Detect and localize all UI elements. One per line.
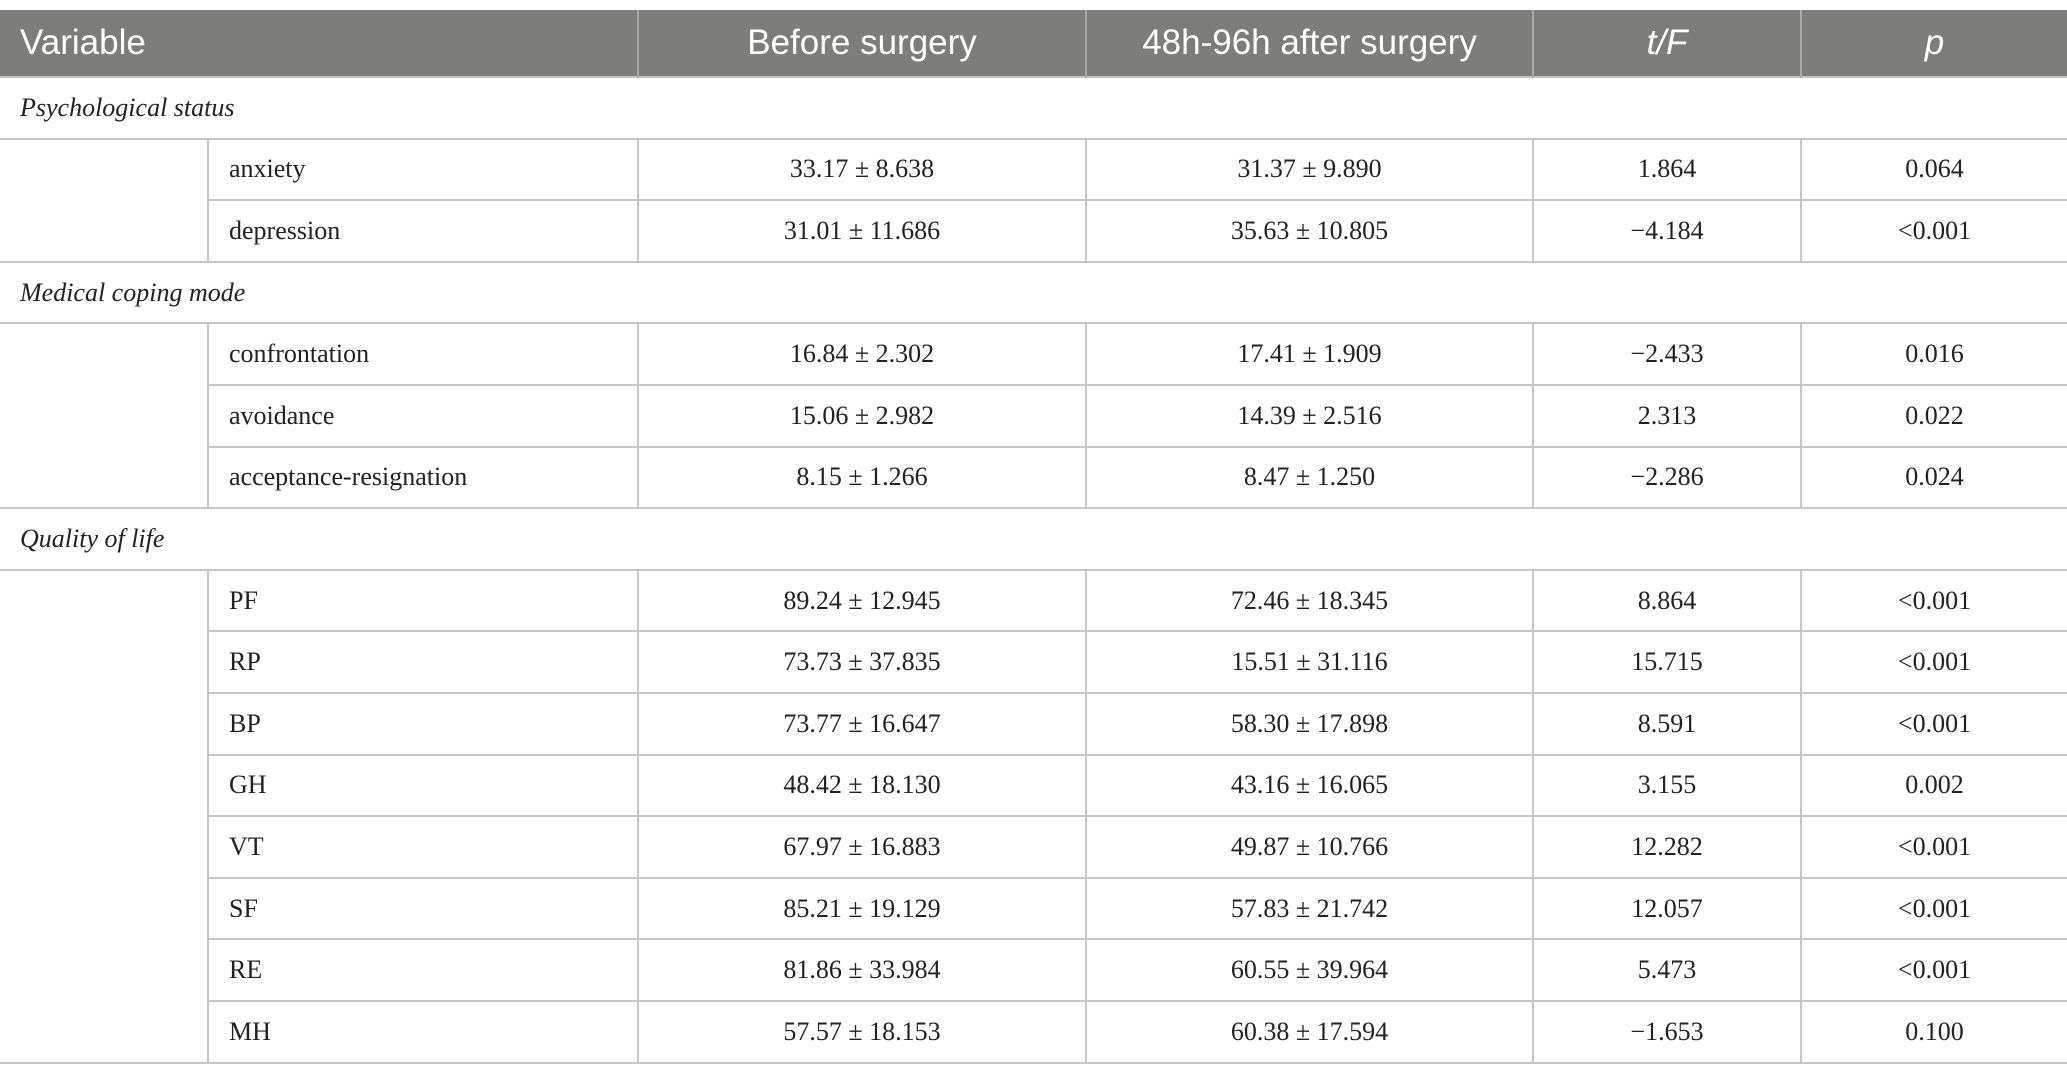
after-value: 43.16 ± 16.065 xyxy=(1085,753,1535,818)
p-value: 0.016 xyxy=(1800,322,2067,386)
before-value: 8.15 ± 1.266 xyxy=(637,445,1088,510)
before-value: 67.97 ± 16.883 xyxy=(637,815,1088,879)
p-value: 0.022 xyxy=(1800,383,2067,448)
before-value: 33.17 ± 8.638 xyxy=(637,137,1088,202)
row-label: MH xyxy=(206,999,640,1064)
table-row: anxiety 33.17 ± 8.638 31.37 ± 9.890 1.86… xyxy=(0,137,2067,263)
indent-cell xyxy=(0,322,209,510)
results-table: Variable Before surgery 48h-96h after su… xyxy=(0,10,2067,1064)
header-before-surgery: Before surgery xyxy=(637,10,1087,77)
row-label: GH xyxy=(206,753,640,818)
row-label: confrontation xyxy=(206,322,640,386)
section-title: Psychological status xyxy=(0,76,2067,140)
table-row: avoidance 15.06 ± 2.982 14.39 ± 2.516 2.… xyxy=(0,383,2067,448)
before-value: 89.24 ± 12.945 xyxy=(637,568,1088,633)
header-after-surgery: 48h-96h after surgery xyxy=(1085,10,1534,77)
section-title: Quality of life xyxy=(0,507,2067,571)
table-row: acceptance-resignation 8.15 ± 1.266 8.47… xyxy=(0,445,2067,510)
header-p: p xyxy=(1800,10,2067,77)
before-value: 31.01 ± 11.686 xyxy=(637,199,1088,263)
section-row: Psychological status xyxy=(0,76,2067,140)
table-header: Variable Before surgery 48h-96h after su… xyxy=(0,10,2067,77)
after-value: 72.46 ± 18.345 xyxy=(1085,568,1535,633)
row-label: PF xyxy=(206,568,640,633)
table-row: VT 67.97 ± 16.883 49.87 ± 10.766 12.282 … xyxy=(0,815,2067,879)
before-value: 73.73 ± 37.835 xyxy=(637,630,1088,694)
after-value: 60.38 ± 17.594 xyxy=(1085,999,1535,1064)
p-value: <0.001 xyxy=(1800,876,2067,941)
tf-value: −2.286 xyxy=(1532,445,1803,510)
tf-value: 8.864 xyxy=(1532,568,1803,633)
before-value: 81.86 ± 33.984 xyxy=(637,938,1088,1002)
header-t-f: t/F xyxy=(1532,10,1802,77)
table-row: GH 48.42 ± 18.130 43.16 ± 16.065 3.155 0… xyxy=(0,753,2067,818)
after-value: 49.87 ± 10.766 xyxy=(1085,815,1535,879)
tf-value: 12.282 xyxy=(1532,815,1803,879)
row-label: anxiety xyxy=(206,137,640,202)
section-row: Quality of life xyxy=(0,507,2067,571)
tf-value: 8.591 xyxy=(1532,691,1803,756)
tf-value: 1.864 xyxy=(1532,137,1803,202)
p-value: 0.024 xyxy=(1800,445,2067,510)
before-value: 73.77 ± 16.647 xyxy=(637,691,1088,756)
after-value: 8.47 ± 1.250 xyxy=(1085,445,1535,510)
before-value: 85.21 ± 19.129 xyxy=(637,876,1088,941)
after-value: 60.55 ± 39.964 xyxy=(1085,938,1535,1002)
p-value: <0.001 xyxy=(1800,630,2067,694)
after-value: 31.37 ± 9.890 xyxy=(1085,137,1535,202)
p-value: 0.002 xyxy=(1800,753,2067,818)
tf-value: 15.715 xyxy=(1532,630,1803,694)
table-row: depression 31.01 ± 11.686 35.63 ± 10.805… xyxy=(0,199,2067,263)
row-label: SF xyxy=(206,876,640,941)
table-body: Psychological status anxiety 33.17 ± 8.6… xyxy=(0,76,2067,1064)
after-value: 17.41 ± 1.909 xyxy=(1085,322,1535,386)
p-value: <0.001 xyxy=(1800,691,2067,756)
p-value: 0.100 xyxy=(1800,999,2067,1064)
row-label: RP xyxy=(206,630,640,694)
after-value: 57.83 ± 21.742 xyxy=(1085,876,1535,941)
table-row: RP 73.73 ± 37.835 15.51 ± 31.116 15.715 … xyxy=(0,630,2067,694)
tf-value: 3.155 xyxy=(1532,753,1803,818)
tf-value: −1.653 xyxy=(1532,999,1803,1064)
tf-value: 12.057 xyxy=(1532,876,1803,941)
after-value: 14.39 ± 2.516 xyxy=(1085,383,1535,448)
row-label: VT xyxy=(206,815,640,879)
after-value: 58.30 ± 17.898 xyxy=(1085,691,1535,756)
before-value: 57.57 ± 18.153 xyxy=(637,999,1088,1064)
before-value: 15.06 ± 2.982 xyxy=(637,383,1088,448)
after-value: 35.63 ± 10.805 xyxy=(1085,199,1535,263)
header-row: Variable Before surgery 48h-96h after su… xyxy=(0,10,2067,77)
tf-value: −2.433 xyxy=(1532,322,1803,386)
row-label: depression xyxy=(206,199,640,263)
header-variable: Variable xyxy=(0,10,639,77)
tf-value: −4.184 xyxy=(1532,199,1803,263)
indent-cell xyxy=(0,137,209,263)
p-value: 0.064 xyxy=(1800,137,2067,202)
table-row: RE 81.86 ± 33.984 60.55 ± 39.964 5.473 <… xyxy=(0,938,2067,1002)
p-value: <0.001 xyxy=(1800,938,2067,1002)
after-value: 15.51 ± 31.116 xyxy=(1085,630,1535,694)
table-row: MH 57.57 ± 18.153 60.38 ± 17.594 −1.653 … xyxy=(0,999,2067,1064)
row-label: acceptance-resignation xyxy=(206,445,640,510)
row-label: RE xyxy=(206,938,640,1002)
before-value: 48.42 ± 18.130 xyxy=(637,753,1088,818)
p-value: <0.001 xyxy=(1800,199,2067,263)
row-label: avoidance xyxy=(206,383,640,448)
tf-value: 5.473 xyxy=(1532,938,1803,1002)
indent-cell xyxy=(0,568,209,1064)
table-row: PF 89.24 ± 12.945 72.46 ± 18.345 8.864 <… xyxy=(0,568,2067,1064)
table-row: SF 85.21 ± 19.129 57.83 ± 21.742 12.057 … xyxy=(0,876,2067,941)
table-row: confrontation 16.84 ± 2.302 17.41 ± 1.90… xyxy=(0,322,2067,510)
p-value: <0.001 xyxy=(1800,568,2067,633)
row-label: BP xyxy=(206,691,640,756)
p-value: <0.001 xyxy=(1800,815,2067,879)
table-row: BP 73.77 ± 16.647 58.30 ± 17.898 8.591 <… xyxy=(0,691,2067,756)
before-value: 16.84 ± 2.302 xyxy=(637,322,1088,386)
tf-value: 2.313 xyxy=(1532,383,1803,448)
section-row: Medical coping mode xyxy=(0,260,2067,325)
section-title: Medical coping mode xyxy=(0,260,2067,325)
